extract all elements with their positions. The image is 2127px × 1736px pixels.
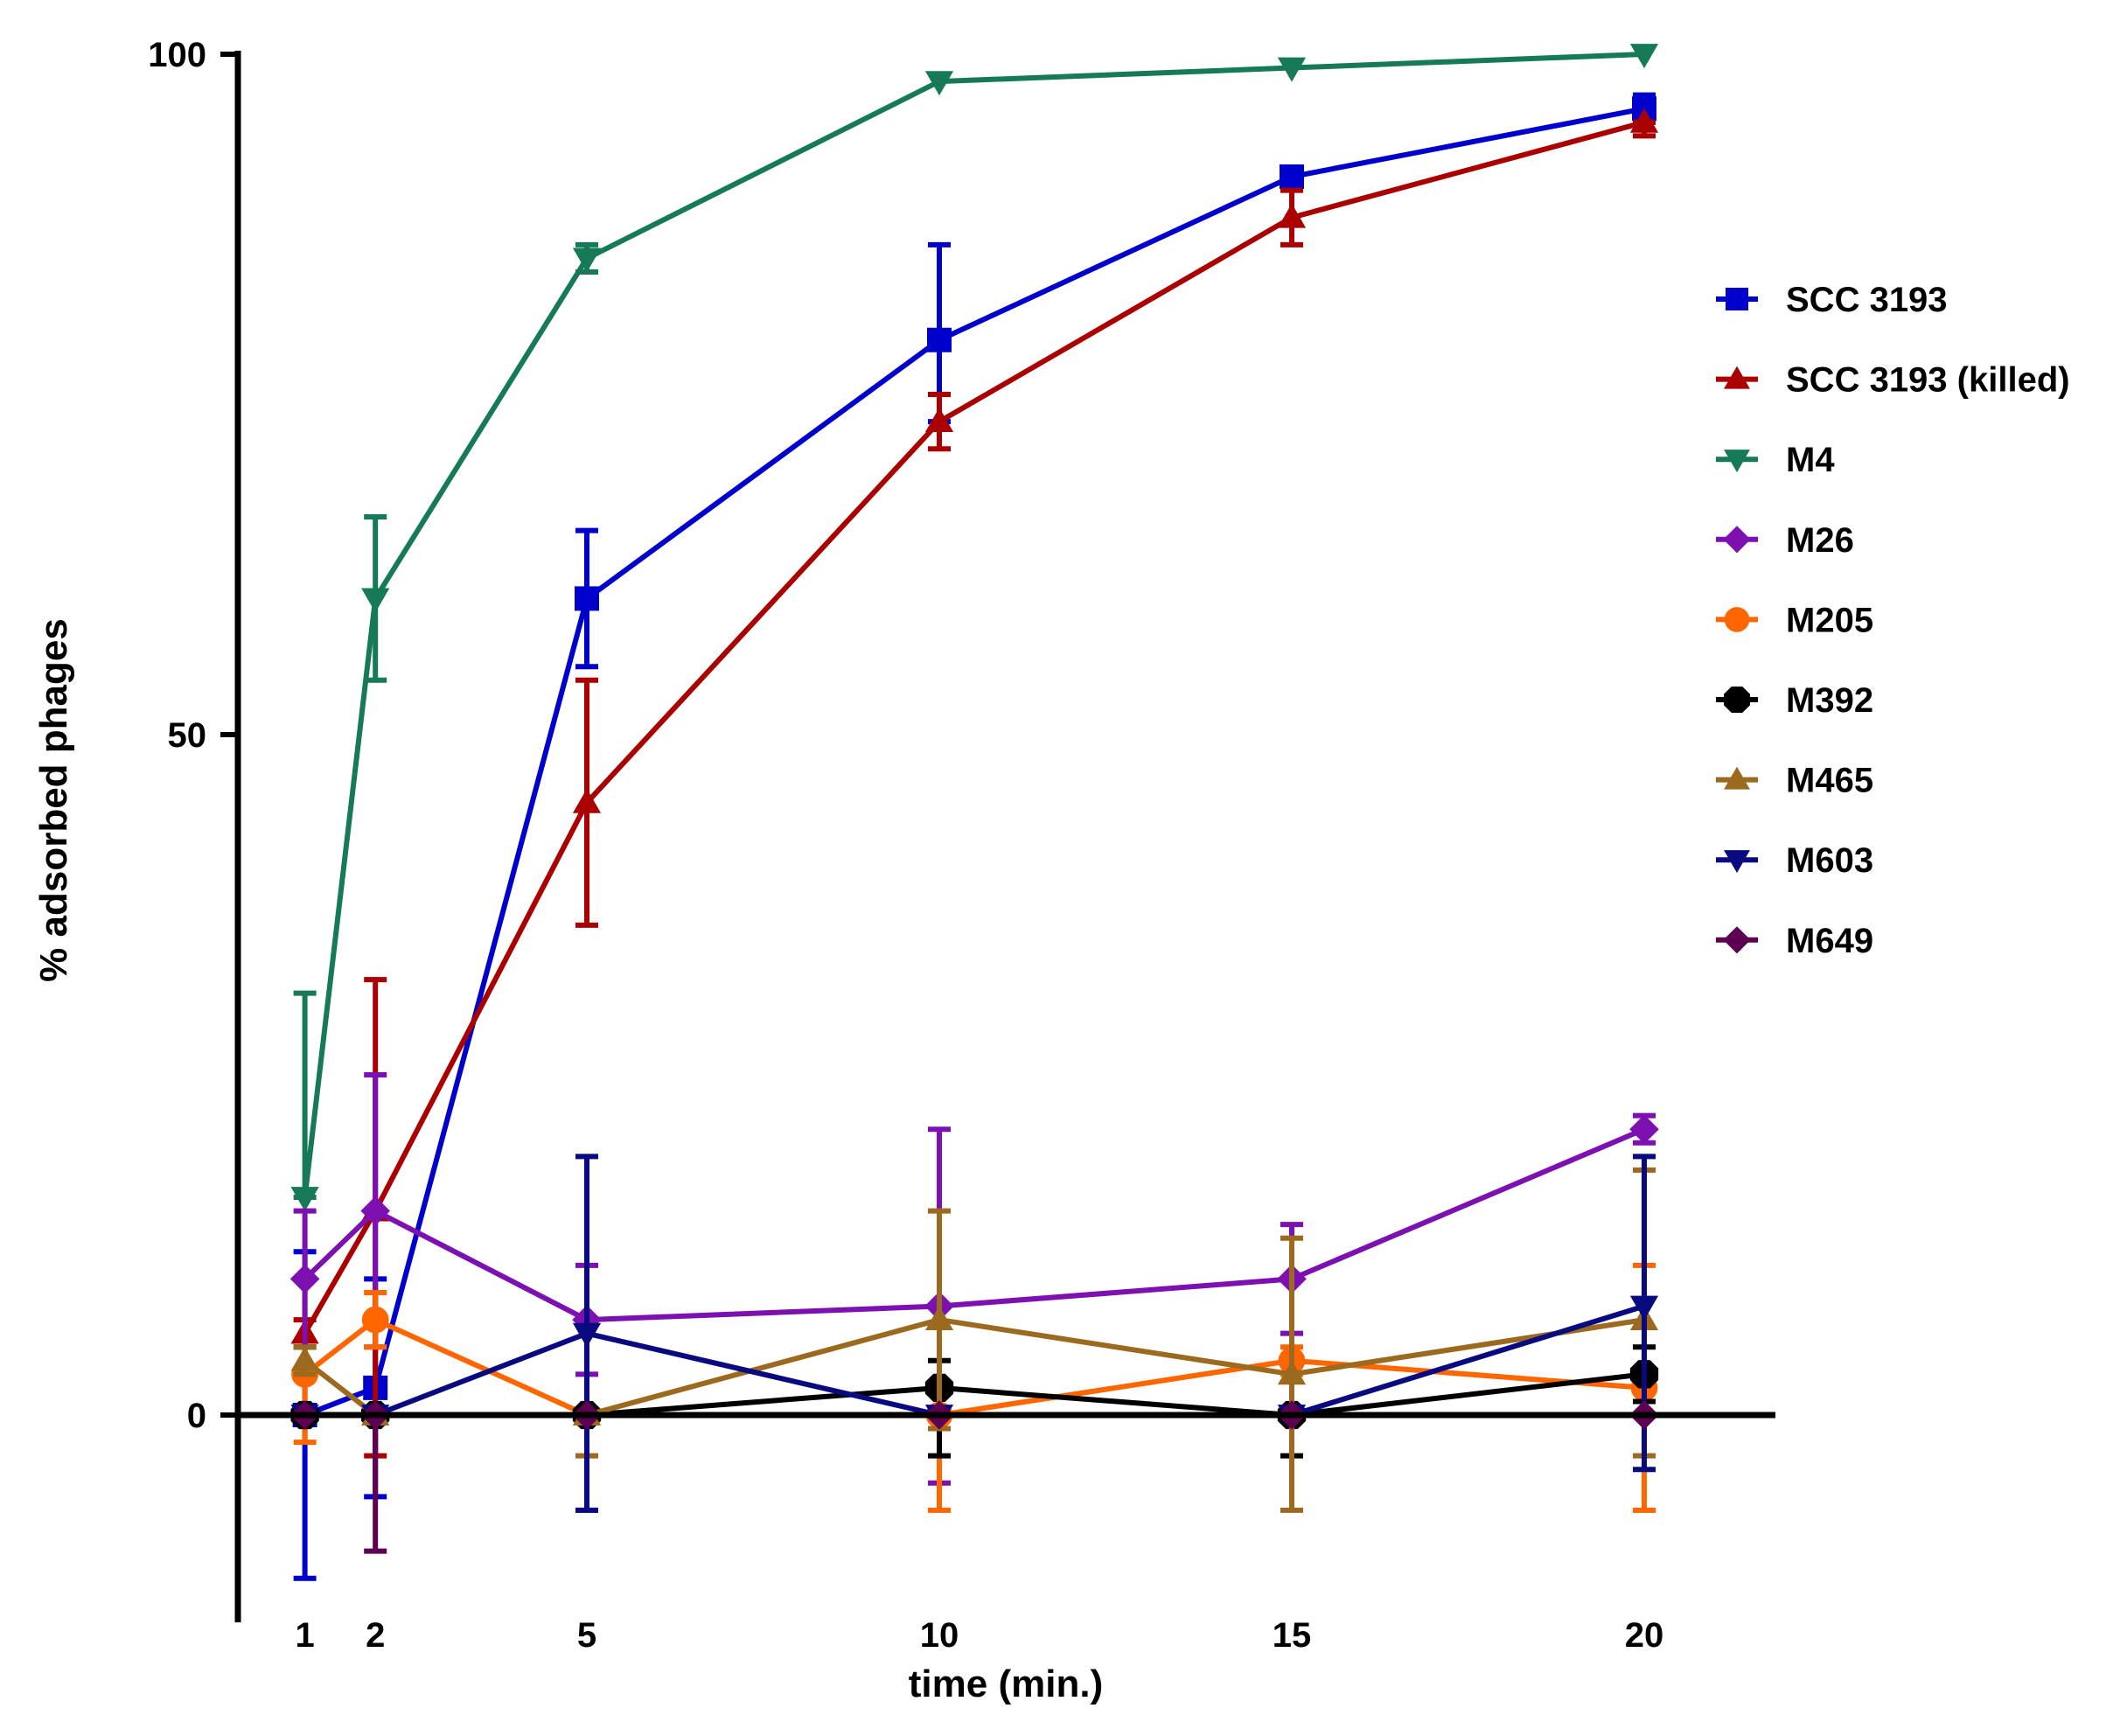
y-tick-label: 50 — [168, 716, 207, 755]
data-point — [289, 1264, 320, 1294]
legend-marker — [1724, 366, 1750, 389]
data-point — [1277, 203, 1307, 228]
legend-item: SCC 3193 (killed) — [1716, 361, 2070, 400]
x-tick-label: 20 — [1625, 1616, 1664, 1655]
y-axis-title: % adsorbed phages — [32, 618, 75, 982]
y-tick-label: 100 — [148, 36, 206, 74]
x-tick-label: 1 — [295, 1616, 314, 1655]
legend-marker — [1726, 288, 1748, 310]
series-m26 — [289, 1072, 1659, 1486]
legend-item: SCC 3193 — [1716, 281, 1948, 319]
legend-item: M603 — [1716, 841, 1873, 880]
data-point — [572, 1322, 602, 1348]
legend-label: M392 — [1786, 681, 1873, 720]
legend-item: M392 — [1716, 681, 1873, 720]
x-axis-title: time (min.) — [909, 1663, 1103, 1705]
legend-label: M26 — [1786, 521, 1854, 560]
series-m4 — [290, 44, 1659, 1212]
data-point — [361, 588, 390, 613]
data-point — [1277, 1360, 1307, 1385]
x-tick-label: 15 — [1273, 1616, 1312, 1655]
data-point — [361, 1306, 389, 1334]
data-point — [575, 586, 599, 611]
series-line — [302, 119, 1645, 1335]
data-point — [924, 1305, 954, 1330]
legend-marker — [1724, 766, 1750, 790]
data-point — [1280, 164, 1304, 190]
data-point — [924, 71, 954, 96]
data-point — [927, 327, 952, 352]
legend-item: M26 — [1716, 521, 1854, 560]
series-scc-3193-killed — [290, 108, 1659, 1459]
data-point — [572, 788, 602, 813]
legend-item: M649 — [1716, 922, 1873, 960]
series-line — [303, 106, 1645, 1418]
series-m465 — [290, 1167, 1659, 1513]
legend-label: M4 — [1786, 441, 1835, 479]
series-line — [303, 1126, 1646, 1323]
legend: SCC 3193 SCC 3193 (killed) M4 M26 M205 M392 M4… — [1716, 281, 2070, 960]
legend-marker — [1723, 926, 1751, 954]
y-tick-label: 0 — [187, 1397, 206, 1435]
legend-marker — [1723, 686, 1751, 714]
legend-marker — [1724, 607, 1750, 632]
data-point — [572, 248, 602, 273]
legend-label: M603 — [1786, 841, 1873, 880]
data-point — [1629, 44, 1659, 69]
data-point — [290, 1187, 319, 1212]
data-point — [1629, 1114, 1659, 1145]
series-m649 — [289, 1400, 1659, 1554]
series-line — [302, 52, 1645, 1198]
data-point — [1629, 1295, 1659, 1321]
legend-label: SCC 3193 — [1786, 281, 1948, 319]
legend-label: SCC 3193 (killed) — [1786, 361, 2070, 400]
x-tick-label: 10 — [920, 1616, 959, 1655]
x-tick-label: 5 — [577, 1616, 596, 1655]
plot-area — [289, 44, 1659, 1581]
legend-label: M649 — [1786, 922, 1873, 960]
legend-label: M465 — [1786, 762, 1873, 800]
legend-marker — [1723, 526, 1751, 554]
data-point — [1629, 108, 1659, 133]
legend-marker — [1724, 850, 1750, 874]
data-point — [924, 408, 954, 433]
legend-item: M4 — [1716, 441, 1835, 479]
x-tick-label: 2 — [366, 1616, 385, 1655]
data-point — [1277, 57, 1307, 82]
data-point — [290, 1346, 319, 1371]
data-point — [360, 1196, 390, 1226]
legend-marker — [1724, 450, 1750, 473]
series-scc-3193 — [292, 92, 1656, 1581]
axes: 0 50 100 1 2 5 10 15 20 — [148, 36, 1775, 1655]
legend-label: M205 — [1786, 601, 1873, 639]
legend-item: M205 — [1716, 601, 1873, 639]
legend-item: M465 — [1716, 762, 1873, 800]
